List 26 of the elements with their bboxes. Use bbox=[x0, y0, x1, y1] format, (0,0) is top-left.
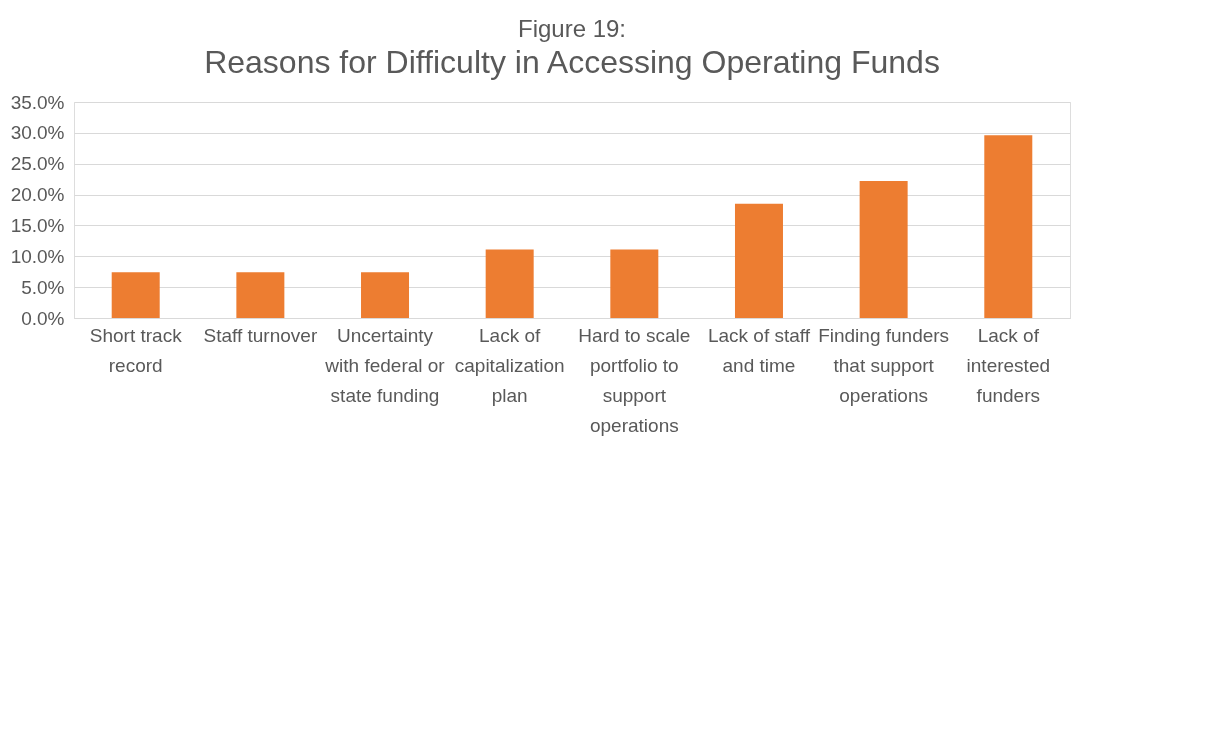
bar bbox=[485, 249, 534, 318]
x-tick-label: Lack of interested funders bbox=[966, 324, 1051, 406]
y-tick-label: 0.0% bbox=[21, 307, 65, 329]
y-tick-label: 5.0% bbox=[21, 276, 65, 298]
bar bbox=[734, 203, 783, 318]
y-tick-label: 20.0% bbox=[10, 184, 65, 206]
bar bbox=[859, 180, 908, 318]
bar bbox=[111, 272, 160, 318]
bar bbox=[984, 135, 1033, 318]
bar bbox=[610, 249, 659, 318]
chart-subtitle: Reasons for Difficulty in Accessing Operating Funds bbox=[204, 44, 940, 80]
y-tick-label: 15.0% bbox=[10, 214, 65, 236]
y-tick-label: 35.0% bbox=[10, 91, 65, 113]
x-tick-label: Staff turnover bbox=[203, 324, 318, 346]
y-tick-label: 30.0% bbox=[10, 122, 65, 144]
bar bbox=[236, 272, 285, 318]
x-tick-label: Short track record bbox=[89, 324, 183, 376]
chart-title: Figure 19: bbox=[517, 15, 627, 42]
x-tick-label: Uncertainty with federal or state funding bbox=[324, 324, 446, 406]
y-tick-label: 10.0% bbox=[10, 245, 65, 267]
x-tick-label: Hard to scale portfolio to support operations bbox=[578, 324, 691, 436]
bar bbox=[361, 272, 410, 318]
x-tick-label: Lack of staff and time bbox=[707, 324, 811, 376]
x-tick-label: Finding funders that support operations bbox=[818, 324, 950, 406]
x-tick-label: Lack of capitalization plan bbox=[454, 324, 565, 406]
y-tick-label: 25.0% bbox=[10, 153, 65, 175]
